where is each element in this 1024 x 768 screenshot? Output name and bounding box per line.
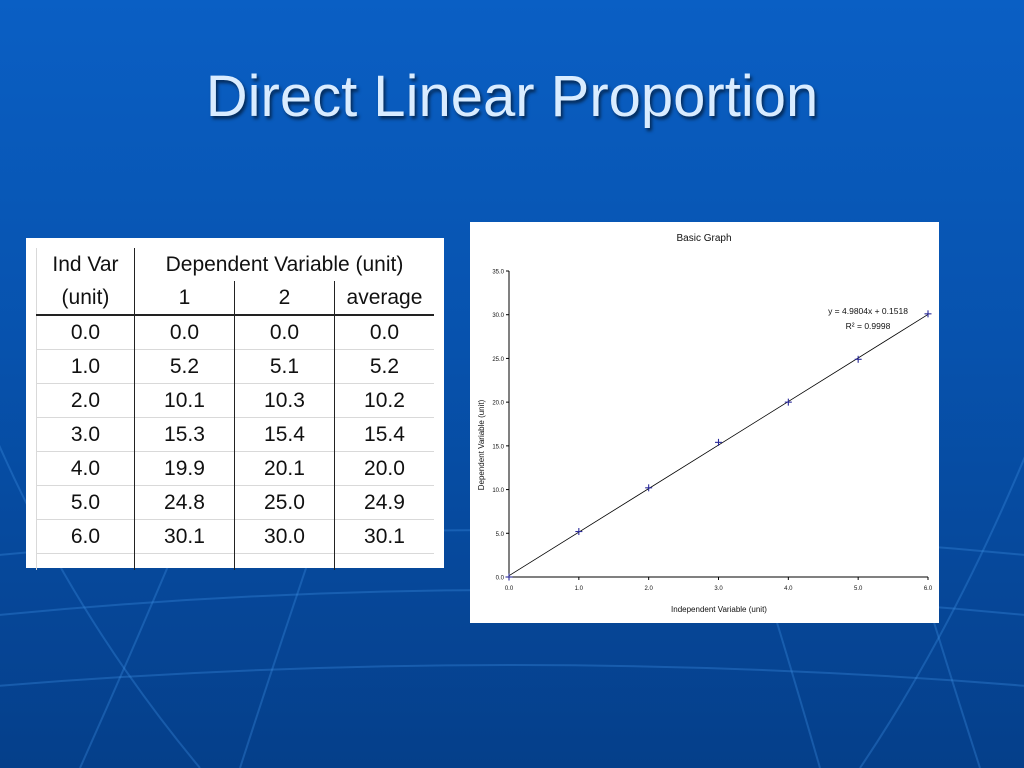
table-cell: 30.0: [233, 519, 335, 554]
table-cell: 20.0: [333, 451, 434, 486]
x-tick-label: 1.0: [575, 586, 584, 592]
table-cell: 3.0: [36, 417, 135, 452]
y-tick-label: 15.0: [492, 444, 504, 450]
table-cell: 5.0: [36, 485, 135, 520]
table-cell: 4.0: [36, 451, 135, 486]
chart-title: Basic Graph: [676, 233, 731, 244]
table-header-unit: (unit): [36, 281, 135, 316]
table-header-row: Ind Var Dependent Variable (unit): [36, 248, 434, 281]
data-point: [715, 438, 722, 446]
table-cell: 1.0: [36, 349, 135, 384]
table-cell: 0.0: [133, 314, 235, 350]
table-subheader-row: (unit) 1 2 average: [36, 281, 434, 316]
table-row: 0.0 0.0 0.0 0.0: [36, 314, 434, 350]
slide-title: Direct Linear Proportion: [205, 64, 819, 129]
table-row: 6.0 30.1 30.0 30.1: [36, 519, 434, 554]
table-row-empty: [36, 553, 434, 570]
basic-graph-chart: Basic Graph Independent Variable (unit) …: [477, 233, 933, 614]
table-cell: 15.4: [233, 417, 335, 452]
y-tick-label: 10.0: [492, 488, 504, 494]
table-cell: 0.0: [333, 314, 434, 350]
x-tick-label: 5.0: [854, 586, 863, 592]
chart-panel: Basic Graph Independent Variable (unit) …: [470, 222, 939, 623]
data-point: [854, 355, 862, 363]
table-row: 3.0 15.3 15.4 15.4: [36, 417, 434, 452]
table-row: 4.0 19.9 20.1 20.0: [36, 451, 434, 486]
data-table: Ind Var Dependent Variable (unit) (unit)…: [36, 248, 434, 570]
table-cell: 5.1: [233, 349, 335, 384]
table-cell: 0.0: [233, 314, 335, 350]
data-point: [645, 484, 653, 492]
y-tick-label: 25.0: [492, 357, 504, 363]
table-cell: 10.1: [133, 383, 235, 418]
table-cell: 15.3: [133, 417, 235, 452]
table-row: 5.0 24.8 25.0 24.9: [36, 485, 434, 520]
x-axis-label: Independent Variable (unit): [671, 605, 767, 614]
table-row: 2.0 10.1 10.3 10.2: [36, 383, 434, 418]
y-tick-label: 30.0: [492, 313, 504, 319]
table-body: 0.0 0.0 0.0 0.0 1.0 5.2 5.1 5.2 2.0 10.1 10.3 10.2 3…: [36, 314, 434, 570]
table-row: 1.0 5.2 5.1 5.2: [36, 349, 434, 384]
table-cell: 30.1: [333, 519, 434, 554]
data-point: [924, 310, 932, 318]
data-point: [575, 528, 583, 536]
table-cell: 10.2: [333, 383, 434, 418]
table-cell-empty: [133, 553, 235, 570]
x-tick-label: 0.0: [505, 586, 514, 592]
x-tick-label: 6.0: [924, 586, 933, 592]
table-header-trial-2: 2: [233, 281, 335, 316]
table-header-ind-var: Ind Var: [36, 248, 135, 281]
y-tick-label: 0.0: [496, 576, 505, 582]
table-header-dependent-variable: Dependent Variable (unit): [133, 248, 434, 281]
table-cell: 30.1: [133, 519, 235, 554]
data-point: [784, 398, 792, 406]
table-cell: 6.0: [36, 519, 135, 554]
table-cell-empty: [333, 553, 434, 570]
table-cell: 25.0: [233, 485, 335, 520]
y-tick-label: 35.0: [492, 270, 504, 276]
data-table-panel: Ind Var Dependent Variable (unit) (unit)…: [26, 238, 444, 570]
x-tick-label: 3.0: [714, 586, 723, 592]
table-cell: 2.0: [36, 383, 135, 418]
trendline-r-squared: R² = 0.9998: [846, 321, 891, 331]
table-cell: 0.0: [36, 314, 135, 350]
table-cell-empty: [233, 553, 335, 570]
x-tick-label: 2.0: [644, 586, 653, 592]
table-cell: 19.9: [133, 451, 235, 486]
y-axis-label: Dependent Variable (unit): [477, 399, 486, 490]
table-cell: 15.4: [333, 417, 434, 452]
table-header-trial-1: 1: [133, 281, 235, 316]
y-tick-label: 20.0: [492, 401, 504, 407]
table-cell: 20.1: [233, 451, 335, 486]
table-cell: 5.2: [333, 349, 434, 384]
data-point: [505, 573, 513, 581]
table-cell-empty: [36, 553, 135, 570]
table-cell: 5.2: [133, 349, 235, 384]
table-cell: 24.8: [133, 485, 235, 520]
trendline-equation: y = 4.9804x + 0.1518: [828, 306, 908, 316]
table-cell: 24.9: [333, 485, 434, 520]
y-tick-label: 5.0: [496, 532, 505, 538]
table-cell: 10.3: [233, 383, 335, 418]
table-header-average: average: [333, 281, 434, 316]
x-tick-label: 4.0: [784, 586, 793, 592]
